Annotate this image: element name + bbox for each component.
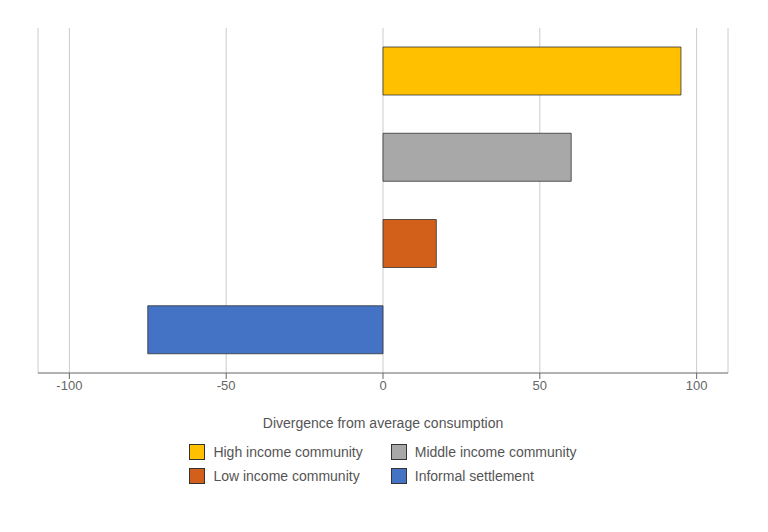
svg-text:-50: -50 — [217, 378, 236, 393]
html-text:High income community: High income community — [213, 444, 363, 460]
svg-text:100: 100 — [686, 378, 708, 393]
html-text:Informal settlement: Informal settlement — [414, 468, 534, 484]
svg-text:-100: -100 — [56, 378, 82, 393]
svg-text:0: 0 — [379, 378, 386, 393]
svg-text:Divergence from average consum: Divergence from average consumption — [263, 415, 503, 431]
svg-text:50: 50 — [533, 378, 547, 393]
html-text:Middle income community: Middle income community — [414, 444, 577, 460]
html-text:Low income community: Low income community — [213, 468, 360, 484]
